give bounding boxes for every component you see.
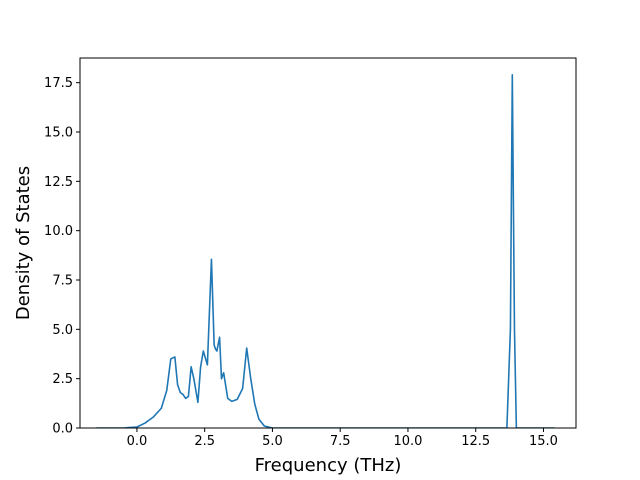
y-tick-label: 7.5	[52, 274, 73, 289]
series-line-0	[96, 73, 555, 428]
y-tick-label: 17.5	[44, 76, 73, 91]
x-tick-label: 2.5	[194, 434, 215, 449]
plot-layer	[96, 73, 555, 428]
plot-frame	[79, 57, 577, 429]
y-tick-label: 2.5	[52, 372, 73, 387]
y-tick-label: 12.5	[44, 175, 73, 190]
x-tick-label: 15.0	[529, 434, 558, 449]
x-tick-label: 0.0	[127, 434, 148, 449]
x-tick-label: 10.0	[393, 434, 422, 449]
y-tick-label: 5.0	[52, 323, 73, 338]
y-tick-label: 0.0	[52, 422, 73, 437]
x-tick-label: 5.0	[262, 434, 283, 449]
y-tick-label: 10.0	[44, 224, 73, 239]
y-axis-label: Density of States	[13, 166, 34, 320]
ticks-layer: 0.0 2.5 5.0 7.5 10.0 12.5 15.0 0.0 2.5 5.0 7.5 10.0…	[44, 76, 558, 449]
x-tick-label: 12.5	[461, 434, 490, 449]
x-tick-label: 7.5	[330, 434, 351, 449]
y-tick-label: 15.0	[44, 126, 73, 141]
x-axis-label: Frequency (THz)	[255, 455, 402, 476]
